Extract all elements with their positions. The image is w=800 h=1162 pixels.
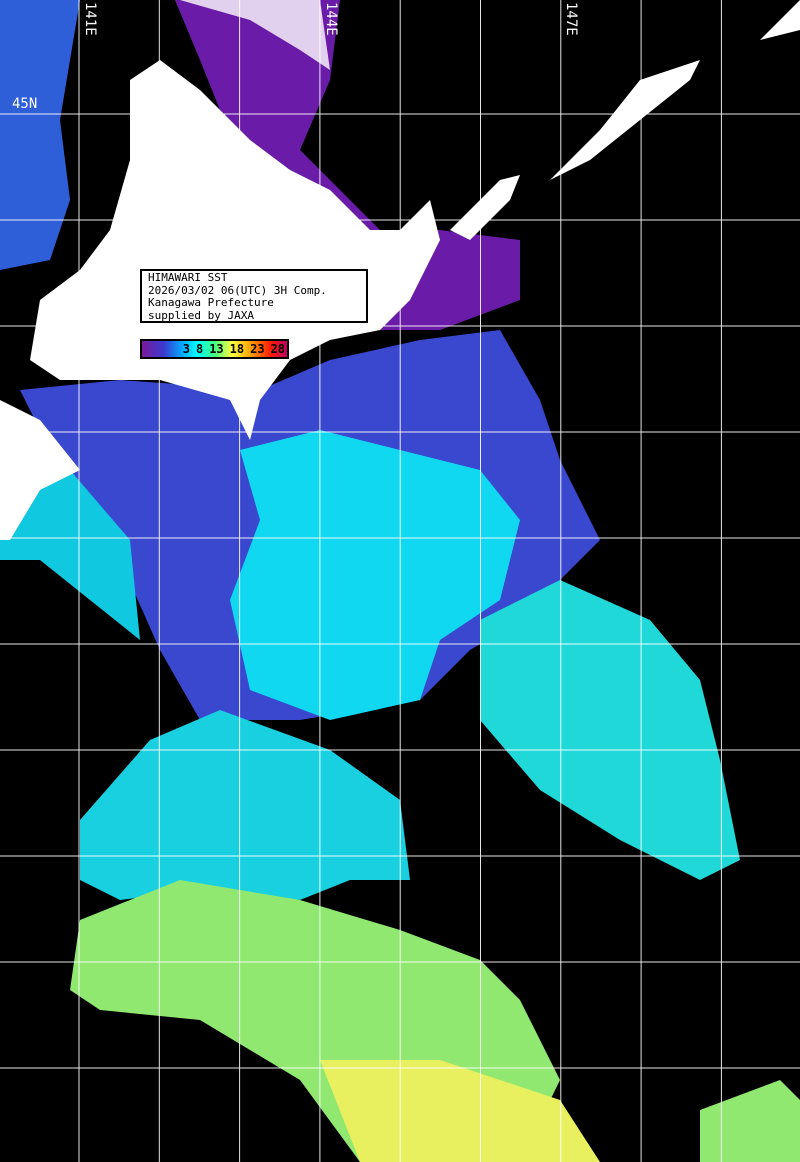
legend-tick: 23 [250,342,265,356]
legend-tick: 18 [229,342,245,356]
info-title: HIMAWARI SST [148,271,228,284]
info-source: Kanagawa Prefecture [148,296,274,309]
land-island-ne [760,0,800,40]
sea-warm-eddy-cyan [230,430,520,720]
land-sakhalin-cape [180,0,330,70]
sea-cold-north-west [0,0,80,270]
legend-tick: 13 [209,342,224,356]
sea-east-green [700,1080,800,1162]
lon-label-144e: 144E [323,2,339,36]
sea-south-yellow [320,1060,600,1162]
info-box: HIMAWARI SST 2026/03/02 06(UTC) 3H Comp.… [140,269,368,323]
land-kurils [550,60,700,180]
sea-east-cyan [480,580,740,880]
land-hokkaido [30,60,440,440]
land-kunashiri [450,175,520,240]
lon-label-141e: 141E [82,2,98,36]
color-legend: 3 8 13 18 23 28 [140,339,289,359]
legend-tick: 28 [270,342,285,356]
info-supplier: supplied by JAXA [148,308,254,322]
info-datetime: 2026/03/02 06(UTC) 3H Comp. [148,283,327,297]
sea-west-cyan [0,470,140,640]
land-honshu [0,400,80,540]
lon-label-147e: 147E [563,2,579,36]
legend-tick: 8 [195,342,204,356]
lat-label-45n: 45N [12,96,38,112]
legend-tick: 3 [182,342,190,356]
sea-south-cyan [80,710,410,900]
